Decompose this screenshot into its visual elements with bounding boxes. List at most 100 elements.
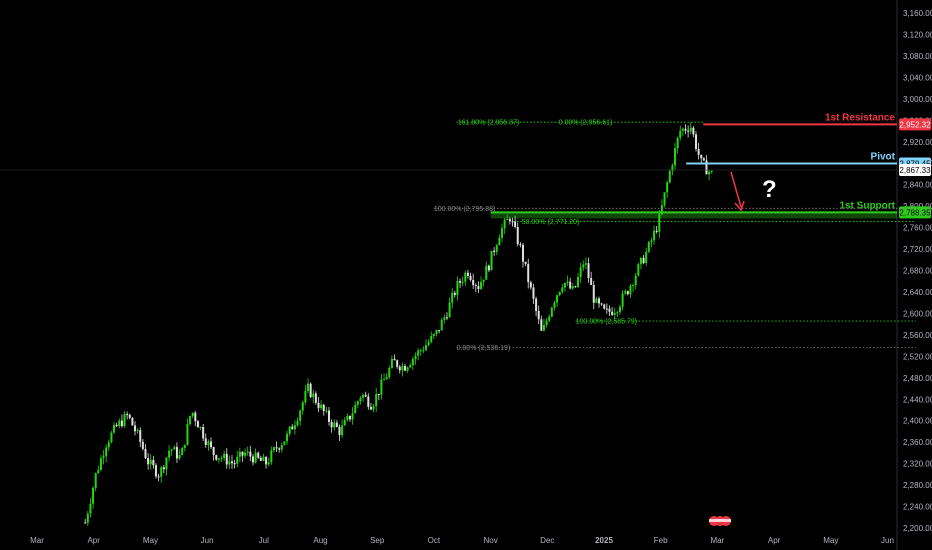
candle-body	[335, 422, 338, 427]
candle-body	[464, 272, 467, 282]
y-tick-label: 2,760.00	[903, 224, 932, 233]
candle-body	[267, 462, 270, 465]
candle-body	[503, 219, 506, 229]
x-tick-label: Sep	[370, 536, 385, 545]
candle-body	[199, 427, 202, 429]
candle-body	[645, 251, 648, 264]
candle-body	[404, 365, 407, 371]
candle-body	[647, 242, 650, 252]
candle-body	[558, 291, 561, 296]
current-price-tag-text: 2,867.33	[899, 166, 931, 175]
candle-body	[136, 430, 139, 432]
candle-body	[147, 458, 150, 465]
candle-body	[272, 447, 275, 451]
candle-body	[708, 171, 711, 175]
candle-body	[262, 457, 265, 461]
candle-body	[710, 170, 713, 172]
candle-body	[684, 128, 687, 131]
candle-body	[134, 425, 137, 432]
fib-label: 161.80% (2,956.37)	[458, 120, 520, 127]
candle-body	[495, 245, 498, 252]
y-tick-label: 2,360.00	[903, 438, 932, 447]
candle-body	[309, 383, 312, 398]
candle-body	[603, 304, 606, 309]
level-price-tag-text: 2,952.32	[899, 120, 931, 129]
candle-body	[671, 165, 674, 171]
candle-body	[299, 410, 302, 421]
y-tick-label: 2,640.00	[903, 288, 932, 297]
level-price-tag-text: 2,879.45	[899, 160, 931, 169]
level-price-tag[interactable]	[899, 206, 931, 219]
candle-body	[115, 424, 118, 427]
candle-body	[338, 426, 341, 436]
candle-body	[448, 302, 451, 318]
candle-body	[616, 312, 619, 314]
candle-body	[327, 410, 330, 422]
candle-body	[86, 513, 89, 523]
candle-body	[608, 308, 611, 312]
candle-body	[246, 451, 249, 453]
level-name-label: 1st Resistance	[825, 112, 895, 123]
candle-body	[451, 292, 454, 303]
candle-body	[123, 413, 126, 427]
candle-body	[419, 350, 422, 352]
candle-body	[377, 393, 380, 395]
candle-body	[519, 244, 522, 246]
y-tick-label: 2,200.00	[903, 524, 932, 533]
candle-body	[241, 451, 244, 456]
candle-body	[296, 420, 299, 426]
candle-body	[438, 330, 441, 332]
x-axis[interactable]: Mar Apr May Jun Jul Aug Sep Oct Nov Dec 2025 Feb Mar…	[30, 536, 894, 545]
candle-body	[422, 350, 425, 352]
candle-body	[364, 394, 367, 397]
candle-body	[653, 230, 656, 241]
candle-body	[414, 355, 417, 359]
candle-body	[493, 250, 496, 252]
candle-body	[626, 291, 629, 295]
y-tick-label: 2,440.00	[903, 395, 932, 404]
candle-body	[461, 281, 464, 283]
candle-body	[304, 391, 307, 403]
candle-body	[579, 267, 582, 278]
x-tick-label: Feb	[654, 536, 668, 545]
candle-body	[380, 379, 383, 395]
economic-events-icon[interactable]	[709, 516, 731, 526]
candle-body	[440, 319, 443, 331]
current-price-tag[interactable]	[899, 164, 931, 177]
candle-body	[257, 452, 260, 458]
candle-body	[228, 461, 231, 465]
candle-body	[545, 320, 548, 326]
projection-arrow-head	[734, 200, 745, 212]
x-tick-label: Mar	[711, 536, 725, 545]
candle-body	[592, 284, 595, 303]
candle-body	[89, 503, 92, 514]
level-price-tag[interactable]	[899, 118, 931, 131]
y-tick-label: 2,320.00	[903, 460, 932, 469]
candle-body	[348, 415, 351, 420]
candle-body	[259, 457, 262, 461]
candle-body	[92, 487, 95, 504]
y-tick-label: 3,120.00	[903, 30, 932, 39]
x-tick-label: Dec	[540, 536, 554, 545]
candle-body	[254, 452, 257, 463]
x-tick-label: Nov	[483, 536, 497, 545]
candle-body	[280, 444, 283, 450]
x-tick-label: May	[143, 536, 158, 545]
candle-body	[312, 393, 315, 398]
candle-body	[432, 333, 435, 337]
candle-body	[542, 325, 545, 331]
candle-body	[369, 406, 372, 410]
candle-body	[354, 404, 357, 414]
x-tick-label: Apr	[87, 536, 100, 545]
candle-body	[695, 134, 698, 150]
candle-body	[139, 430, 142, 442]
candle-body	[621, 293, 624, 307]
candle-body	[550, 307, 553, 317]
candle-body	[587, 263, 590, 279]
candle-body	[178, 455, 181, 459]
candle-body	[485, 265, 488, 280]
candlestick-series	[84, 122, 713, 527]
candle-body	[553, 302, 556, 308]
